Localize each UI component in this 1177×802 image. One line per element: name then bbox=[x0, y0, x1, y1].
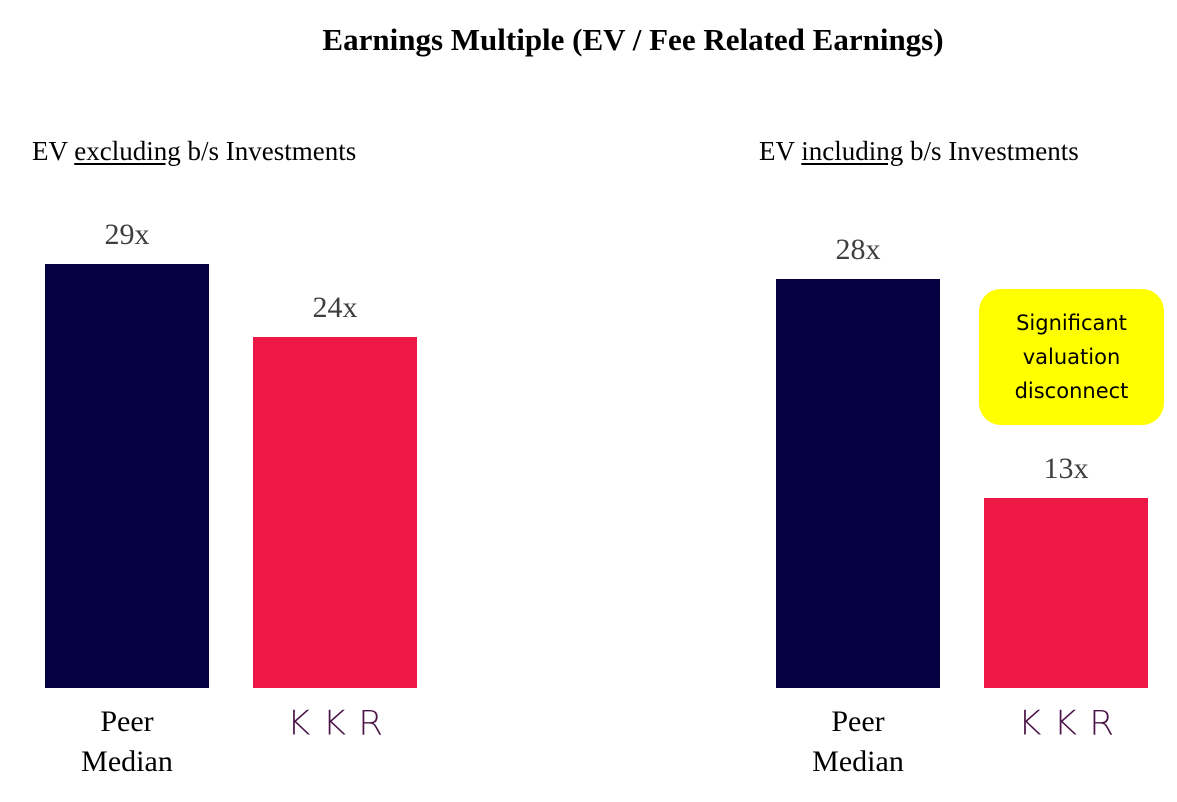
kkr-logo: KKR bbox=[286, 704, 396, 743]
category-line: Peer bbox=[100, 705, 154, 738]
bar-peer-median bbox=[776, 278, 940, 688]
subtitle-underlined: including bbox=[801, 136, 904, 166]
subtitle-underlined: excluding bbox=[74, 136, 181, 166]
subtitle-post: b/s Investments bbox=[180, 136, 357, 166]
kkr-logo: KKR bbox=[1017, 704, 1127, 743]
subtitle-pre: EV bbox=[32, 136, 75, 166]
bar-kkr bbox=[984, 497, 1148, 688]
right-subtitle: EV including b/s Investments bbox=[759, 136, 1079, 167]
left-subtitle: EV excluding b/s Investments bbox=[32, 136, 356, 167]
category-line: Median bbox=[812, 745, 904, 778]
data-label: 13x bbox=[1043, 451, 1089, 485]
category-line: Median bbox=[81, 745, 173, 778]
bar-kkr bbox=[253, 337, 417, 688]
data-label: 24x bbox=[312, 291, 358, 325]
category-label-peer-median: Peer Median bbox=[758, 702, 958, 782]
valuation-disconnect-callout: Significant valuation disconnect bbox=[979, 289, 1164, 425]
data-label: 29x bbox=[104, 218, 150, 251]
chart-title: Earnings Multiple (EV / Fee Related Earn… bbox=[322, 22, 944, 57]
category-label-peer-median: Peer Median bbox=[27, 702, 227, 782]
subtitle-pre: EV bbox=[759, 136, 802, 166]
subtitle-post: b/s Investments bbox=[903, 136, 1079, 166]
data-label: 28x bbox=[835, 232, 881, 266]
category-line: Peer bbox=[831, 705, 885, 738]
callout-text: Significant valuation disconnect bbox=[1014, 311, 1129, 403]
bar-peer-median bbox=[45, 264, 209, 688]
